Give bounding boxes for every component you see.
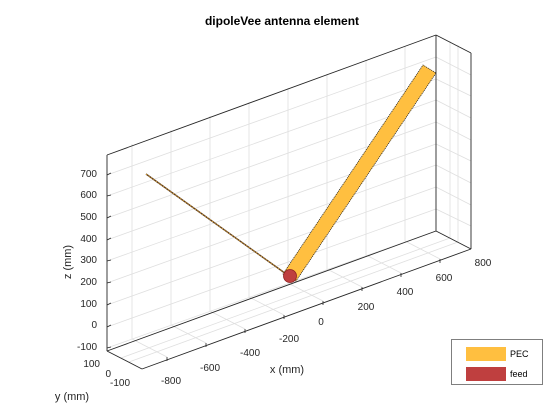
legend[interactable]: PEC feed <box>451 339 543 385</box>
x-tick-label: -600 <box>200 363 220 374</box>
x-tick-label: 600 <box>436 273 453 284</box>
dipole-strip-arm <box>282 64 437 282</box>
z-axis-label: z (mm) <box>62 245 74 279</box>
z-tick-label: 200 <box>80 277 97 288</box>
z-tick-label: 700 <box>80 169 97 180</box>
y-axis-label: y (mm) <box>55 391 89 403</box>
z-tick-label: 300 <box>80 255 97 266</box>
x-tick-label: -400 <box>240 348 260 359</box>
feed-point <box>283 269 297 283</box>
axis-box <box>106 34 472 370</box>
legend-item-feed[interactable]: feed <box>466 367 528 381</box>
x-axis-label: x (mm) <box>270 364 304 376</box>
dipole-thin-arm-pec <box>145 173 290 277</box>
x-tick-label: 200 <box>358 302 375 313</box>
z-tick-label: 400 <box>80 234 97 245</box>
plot-title: dipoleVee antenna element <box>205 14 359 28</box>
y-tick-label: -100 <box>110 378 130 389</box>
y-tick-labels: 100 0 -100 <box>83 359 130 389</box>
grid-lines <box>106 41 472 363</box>
tick-marks <box>106 172 441 361</box>
legend-label: PEC <box>510 349 529 359</box>
z-tick-label: 500 <box>80 212 97 223</box>
z-tick-label: 600 <box>80 190 97 201</box>
x-tick-label: -800 <box>161 376 181 387</box>
x-tick-label: 800 <box>475 258 492 269</box>
y-tick-label: 0 <box>105 369 111 380</box>
x-tick-labels: -800 -600 -400 -200 0 200 400 600 800 <box>161 258 492 387</box>
z-tick-label: -100 <box>77 342 97 353</box>
legend-item-pec[interactable]: PEC <box>466 347 529 361</box>
z-tick-label: 0 <box>91 320 97 331</box>
x-tick-label: 400 <box>397 287 414 298</box>
z-tick-labels: 700 600 500 400 300 200 100 0 -100 <box>77 169 97 353</box>
x-tick-label: 0 <box>318 317 324 328</box>
legend-label: feed <box>510 369 528 379</box>
x-tick-label: -200 <box>279 334 299 345</box>
y-tick-label: 100 <box>83 359 100 370</box>
feed-swatch <box>466 367 506 381</box>
z-tick-label: 100 <box>80 299 97 310</box>
pec-swatch <box>466 347 506 361</box>
